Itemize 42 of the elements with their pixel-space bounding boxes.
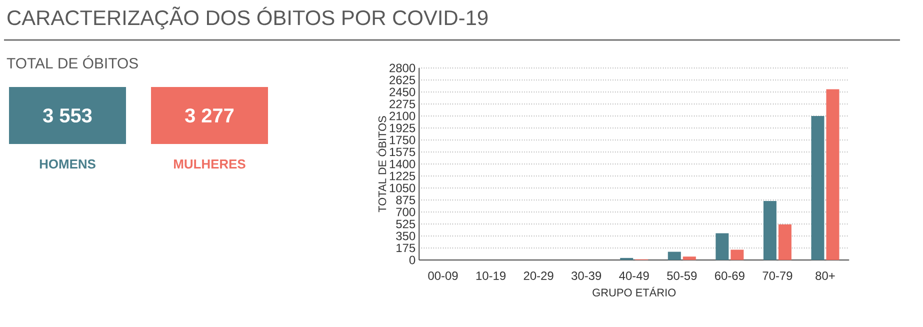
- x-tick-label: 50-59: [667, 272, 697, 280]
- category-label: MULHERES: [174, 159, 246, 169]
- bar: [668, 252, 681, 260]
- y-tick-label: 350: [396, 232, 416, 240]
- y-tick-label: 2800: [390, 64, 416, 72]
- y-tick-label: 1050: [390, 184, 416, 192]
- x-tick-label: 40-49: [619, 272, 649, 280]
- x-tick-label: 00-09: [428, 272, 458, 280]
- y-tick-label: 1225: [390, 172, 416, 180]
- category-label: HOMENS: [40, 159, 96, 169]
- x-tick-label: 70-79: [762, 272, 792, 280]
- x-tick-label: 10-19: [476, 272, 506, 280]
- y-tick-label: 1400: [390, 160, 416, 168]
- y-tick-label: 2100: [390, 112, 416, 120]
- bar: [730, 250, 744, 260]
- bar: [826, 89, 840, 260]
- text: CARACTERIZAÇÃO DOS ÓBITOS POR COVID-19: [8, 6, 488, 30]
- bar: [778, 224, 792, 260]
- y-tick-label: 1925: [390, 124, 416, 132]
- x-axis-title: GRUPO ETÁRIO: [592, 286, 676, 296]
- y-tick-label: 700: [396, 208, 416, 216]
- x-tick-label: 60-69: [715, 272, 744, 280]
- bar: [716, 233, 729, 260]
- text: TOTAL DE ÓBITOS: [6, 55, 138, 69]
- text: 3 553: [43, 108, 92, 123]
- y-tick-label: 0: [409, 256, 416, 264]
- y-tick-label: 2275: [390, 100, 416, 108]
- x-tick-label: 20-29: [524, 272, 554, 280]
- y-tick-label: 525: [396, 220, 416, 228]
- x-tick-label: 30-39: [572, 272, 602, 280]
- bar: [682, 256, 696, 260]
- text: 3 277: [185, 108, 234, 123]
- y-tick-label: 1575: [390, 148, 416, 156]
- y-tick-label: 2625: [390, 76, 416, 84]
- x-tick-label: 80+: [816, 272, 835, 280]
- y-tick-label: 1750: [390, 136, 416, 144]
- bar: [763, 201, 776, 260]
- bar: [811, 116, 824, 260]
- y-tick-label: 875: [396, 196, 416, 204]
- y-axis-title: TOTAL DE ÓBITOS: [376, 116, 386, 212]
- y-tick-label: 175: [396, 244, 416, 252]
- y-tick-label: 2450: [390, 88, 416, 96]
